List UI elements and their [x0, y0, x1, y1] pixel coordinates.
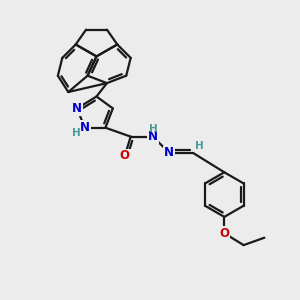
Text: H: H [149, 124, 158, 134]
Text: H: H [195, 141, 203, 152]
Text: N: N [164, 146, 174, 160]
Text: N: N [148, 130, 158, 143]
Text: O: O [120, 149, 130, 162]
Text: H: H [72, 128, 81, 138]
Text: O: O [219, 227, 229, 240]
Text: N: N [72, 102, 82, 115]
Text: N: N [80, 121, 90, 134]
